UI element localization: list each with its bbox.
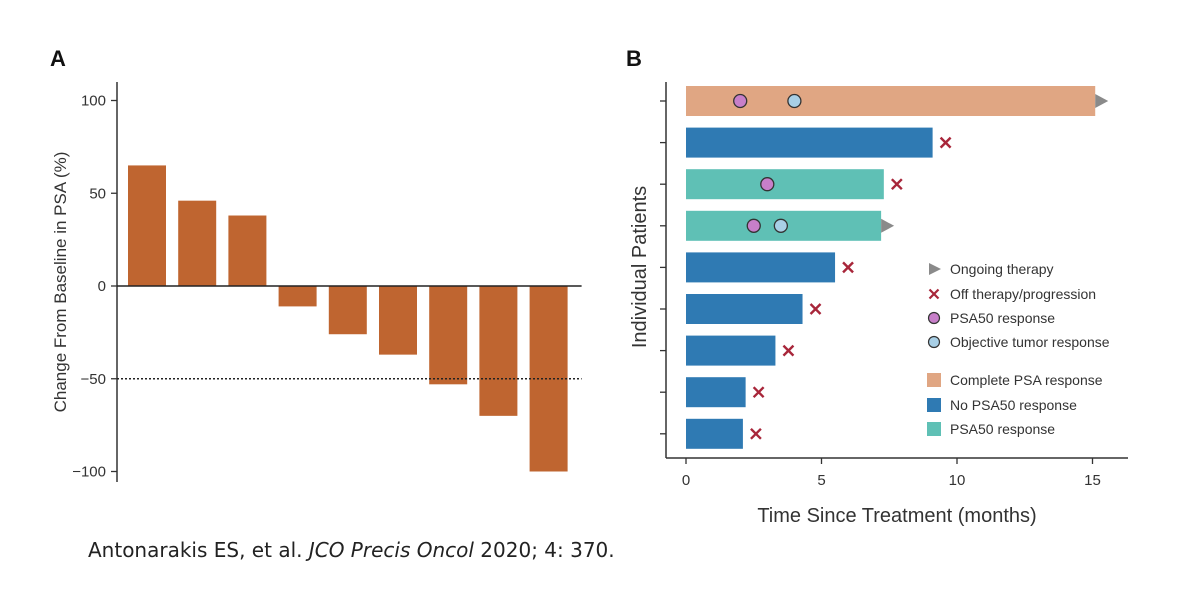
- patient-bar: [686, 169, 884, 200]
- legend-label: Off therapy/progression: [950, 286, 1096, 302]
- panel-a-y-ticks: 100 50 0 −50 −100: [72, 93, 117, 481]
- citation-journal: JCO Precis Oncol: [308, 538, 474, 562]
- citation: Antonarakis ES, et al. JCO Precis Oncol …: [88, 538, 615, 562]
- panel-b-bars: [686, 86, 1096, 449]
- panel-a-label: A: [50, 46, 66, 71]
- psa-change-bar: [479, 286, 518, 416]
- legend-entry: PSA50 response: [927, 421, 1055, 437]
- legend-entry: Objective tumor response: [927, 334, 1110, 350]
- y-tick-label: −100: [72, 464, 106, 481]
- panel-a-y-axis-label: Change From Baseline in PSA (%): [51, 152, 70, 413]
- off-therapy-marker: [750, 427, 762, 440]
- panel-a: A Change From Baseline in PSA (%) 100 50 0…: [50, 46, 582, 482]
- panel-a-bars: [128, 165, 568, 472]
- off-therapy-marker: [752, 386, 765, 399]
- patient-bar: [686, 294, 803, 324]
- x-tick-label: 0: [682, 472, 690, 489]
- patient-bar: [686, 86, 1096, 116]
- psa-change-bar: [429, 286, 468, 385]
- panel-b-legend: Ongoing therapy Off therapy/progression PS…: [927, 261, 1110, 437]
- psa-change-bar: [228, 215, 267, 286]
- legend-label: PSA50 response: [950, 421, 1055, 437]
- legend-arrow-icon: [929, 263, 941, 275]
- legend-circle-icon: [927, 311, 941, 325]
- ongoing-therapy-marker: [1095, 94, 1109, 108]
- panel-b-x-axis-label: Time Since Treatment (months): [757, 505, 1036, 527]
- off-therapy-marker: [782, 344, 795, 357]
- psa50-response-marker: [733, 93, 748, 109]
- legend-label: No PSA50 response: [950, 397, 1077, 413]
- psa-change-bar: [328, 286, 367, 335]
- psa50-response-marker: [760, 177, 775, 192]
- ongoing-therapy-marker: [881, 218, 895, 233]
- panel-b: B Individual Patients Time Since Treatme…: [626, 46, 1128, 527]
- citation-authors: Antonarakis ES, et al.: [88, 538, 309, 562]
- psa-change-bar: [278, 286, 317, 307]
- patient-bar: [686, 252, 836, 283]
- legend-entry: Off therapy/progression: [928, 286, 1096, 302]
- off-therapy-marker: [809, 303, 822, 315]
- y-tick-label: 100: [81, 93, 106, 110]
- panel-b-x-ticks: 0 5 10 15: [682, 458, 1101, 489]
- off-therapy-marker: [842, 261, 854, 274]
- citation-details: 2020; 4: 370.: [473, 538, 615, 562]
- legend-label: Complete PSA response: [950, 372, 1103, 388]
- legend-swatch: [927, 422, 941, 436]
- legend-entry: Complete PSA response: [927, 372, 1103, 388]
- legend-label: Ongoing therapy: [950, 261, 1054, 277]
- objective-response-marker: [773, 218, 788, 233]
- patient-bar: [686, 127, 933, 158]
- legend-label: Objective tumor response: [950, 334, 1110, 350]
- legend-swatch: [927, 373, 941, 387]
- objective-response-marker: [787, 93, 802, 109]
- off-therapy-marker: [890, 178, 903, 191]
- panel-b-y-axis-label: Individual Patients: [629, 186, 651, 348]
- psa-change-bar: [178, 200, 217, 286]
- x-tick-label: 5: [817, 472, 825, 489]
- psa50-response-marker: [746, 218, 761, 233]
- x-tick-label: 10: [949, 472, 966, 489]
- legend-entry: Ongoing therapy: [929, 261, 1054, 277]
- x-tick-label: 15: [1084, 472, 1101, 489]
- legend-swatch: [927, 398, 941, 412]
- legend-entry: PSA50 response: [927, 310, 1055, 326]
- y-tick-label: 0: [98, 278, 106, 295]
- y-tick-label: −50: [81, 371, 106, 388]
- legend-label: PSA50 response: [950, 310, 1055, 326]
- patient-bar: [686, 418, 743, 449]
- panel-b-markers: [733, 93, 1109, 440]
- psa-change-bar: [128, 165, 166, 286]
- panel-b-label: B: [626, 46, 642, 71]
- legend-entry: No PSA50 response: [927, 397, 1077, 413]
- patient-bar: [686, 377, 746, 408]
- legend-x-icon: [928, 288, 940, 300]
- y-tick-label: 50: [89, 185, 106, 202]
- legend-circle-icon: [927, 335, 941, 349]
- off-therapy-marker: [939, 136, 952, 149]
- patient-bar: [686, 335, 776, 366]
- psa-change-bar: [379, 286, 417, 355]
- panel-b-y-ticks: [660, 100, 666, 435]
